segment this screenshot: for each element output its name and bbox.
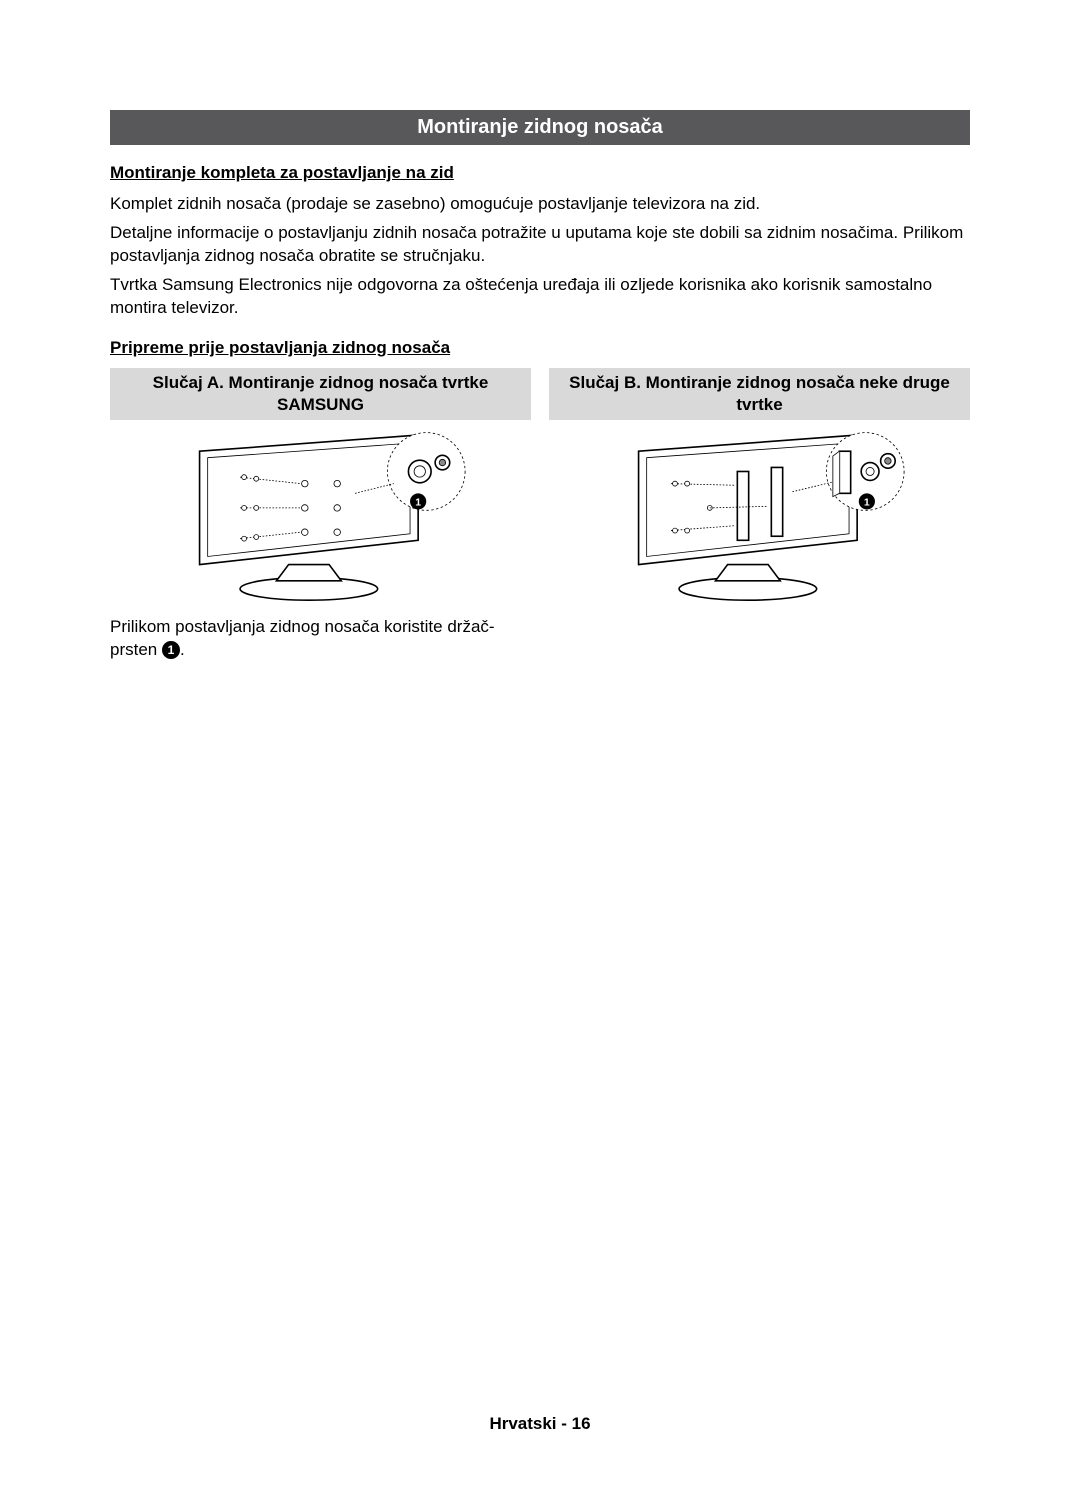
case-b-diagram: 1 xyxy=(549,426,970,606)
section1-heading: Montiranje kompleta za postavljanje na z… xyxy=(110,163,970,183)
case-b-header: Slučaj B. Montiranje zidnog nosača neke … xyxy=(549,368,970,420)
page-title: Montiranje zidnog nosača xyxy=(417,116,663,138)
callout-num-a: 1 xyxy=(415,496,421,508)
case-a-note: Prilikom postavljanja zidnog nosača kori… xyxy=(110,616,531,662)
section-preparation: Pripreme prije postavljanja zidnog nosač… xyxy=(110,338,970,662)
note-suffix: . xyxy=(180,640,185,659)
page-title-bar: Montiranje zidnog nosača xyxy=(110,110,970,145)
page-footer: Hrvatski - 16 xyxy=(0,1414,1080,1434)
section1-p2: Detaljne informacije o postavljanju zidn… xyxy=(110,222,970,268)
section-mounting-kit: Montiranje kompleta za postavljanje na z… xyxy=(110,163,970,320)
section1-p3: Tvrtka Samsung Electronics nije odgovorn… xyxy=(110,274,970,320)
case-a-header: Slučaj A. Montiranje zidnog nosača tvrtk… xyxy=(110,368,531,420)
two-column-cases: Slučaj A. Montiranje zidnog nosača tvrtk… xyxy=(110,368,970,662)
section2-heading: Pripreme prije postavljanja zidnog nosač… xyxy=(110,338,970,358)
page-content: Montiranje zidnog nosača Montiranje komp… xyxy=(0,0,1080,662)
case-b-column: Slučaj B. Montiranje zidnog nosača neke … xyxy=(549,368,970,662)
callout-num-b: 1 xyxy=(863,496,869,508)
case-a-diagram: 1 xyxy=(110,426,531,606)
case-a-column: Slučaj A. Montiranje zidnog nosača tvrtk… xyxy=(110,368,531,662)
tv-mount-illustration-b: 1 xyxy=(590,426,930,606)
section1-p1: Komplet zidnih nosača (prodaje se zasebn… xyxy=(110,193,970,216)
tv-mount-illustration-a: 1 xyxy=(151,426,491,606)
ring-holder-ref-icon: 1 xyxy=(162,641,180,659)
